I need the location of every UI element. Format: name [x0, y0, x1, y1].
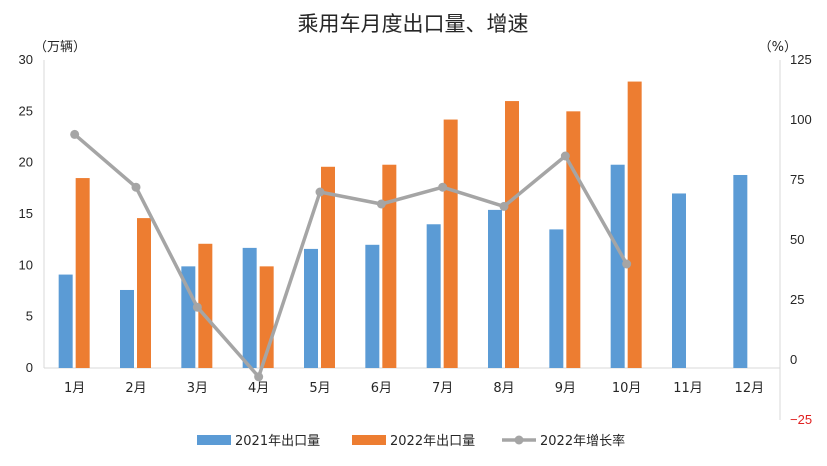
- bar-2021: [365, 244, 380, 368]
- right-axis-unit: （%）: [759, 40, 797, 55]
- bar-2021: [120, 289, 134, 368]
- bar-2021: [426, 224, 441, 368]
- bar-2022: [627, 81, 642, 368]
- growth-rate-point: [560, 151, 570, 161]
- growth-rate-point: [192, 302, 202, 312]
- growth-rate-point: [131, 182, 141, 192]
- growth-rate-line: [73, 133, 629, 379]
- x-axis-category-label: 7月: [432, 381, 453, 396]
- left-axis-tick-label: 5: [26, 309, 33, 324]
- x-axis-category-label: 9月: [555, 381, 576, 396]
- left-axis-tick-label: 15: [19, 206, 33, 221]
- left-axis-tick-label: 25: [19, 103, 33, 118]
- growth-rate-point: [622, 259, 632, 269]
- legend-label: 2022年增长率: [540, 433, 625, 449]
- chart-title: 乘用车月度出口量、增速: [298, 12, 529, 36]
- right-axis-tick-label: −25: [790, 412, 812, 427]
- bar-2021: [58, 274, 73, 368]
- legend-marker: [514, 435, 524, 445]
- growth-rate-point: [70, 129, 80, 139]
- bar-2022: [443, 119, 458, 369]
- chart-marks: 0 5 10 15 20 25 30 −25 0 25 50 75 100 125 1月 2月 3月 4月 5月 6月…: [19, 52, 813, 449]
- x-axis-category-label: 12月: [735, 381, 765, 396]
- right-axis-tick-label: 50: [790, 232, 804, 247]
- right-axis-tick-label: 125: [790, 52, 812, 67]
- right-axis-tick-label: 25: [790, 292, 804, 307]
- bar-2021: [610, 164, 625, 368]
- growth-rate-point: [315, 187, 325, 197]
- bar-2021: [242, 247, 257, 368]
- bar-2022: [198, 243, 213, 368]
- growth-rate-point: [499, 201, 509, 211]
- growth-rate-point: [438, 182, 448, 192]
- bar-2021: [181, 266, 196, 368]
- x-axis-category-label: 5月: [309, 381, 330, 396]
- x-axis-category-label: 10月: [612, 381, 642, 396]
- right-axis-tick-label: 75: [790, 172, 804, 187]
- left-axis-unit: （万辆）: [34, 40, 86, 55]
- bar-2021: [304, 248, 318, 368]
- x-axis-category-label: 11月: [673, 381, 703, 396]
- bar-2021: [672, 193, 686, 368]
- legend-swatch: [197, 435, 231, 445]
- growth-rate-point: [376, 199, 386, 209]
- x-axis-category-label: 6月: [371, 381, 392, 396]
- bar-2022: [137, 218, 151, 368]
- x-axis-category-label: 2月: [125, 381, 146, 396]
- bar-2022: [382, 164, 397, 368]
- legend-label: 2022年出口量: [390, 434, 475, 449]
- left-axis-tick-label: 20: [19, 155, 33, 170]
- right-axis-tick-label: 0: [790, 352, 797, 367]
- growth-rate-point: [254, 372, 264, 382]
- bar-2021: [549, 229, 564, 368]
- left-axis-tick-label: 30: [19, 52, 33, 67]
- legend-label: 2021年出口量: [235, 434, 320, 449]
- x-axis-category-label: 1月: [64, 381, 85, 396]
- left-axis-tick-label: 10: [19, 257, 33, 272]
- bar-2022: [321, 166, 335, 368]
- bar-2022: [505, 101, 519, 369]
- x-axis-category-label: 4月: [248, 381, 269, 396]
- x-axis-category-label: 8月: [493, 381, 514, 396]
- bar-2021: [488, 209, 502, 368]
- left-axis-tick-label: 0: [26, 360, 33, 375]
- legend-swatch: [352, 435, 386, 445]
- bar-2021: [733, 174, 748, 368]
- bar-2022: [75, 178, 90, 368]
- right-axis-tick-label: 100: [790, 112, 812, 127]
- bar-2022: [566, 111, 581, 368]
- x-axis-category-label: 3月: [187, 381, 208, 396]
